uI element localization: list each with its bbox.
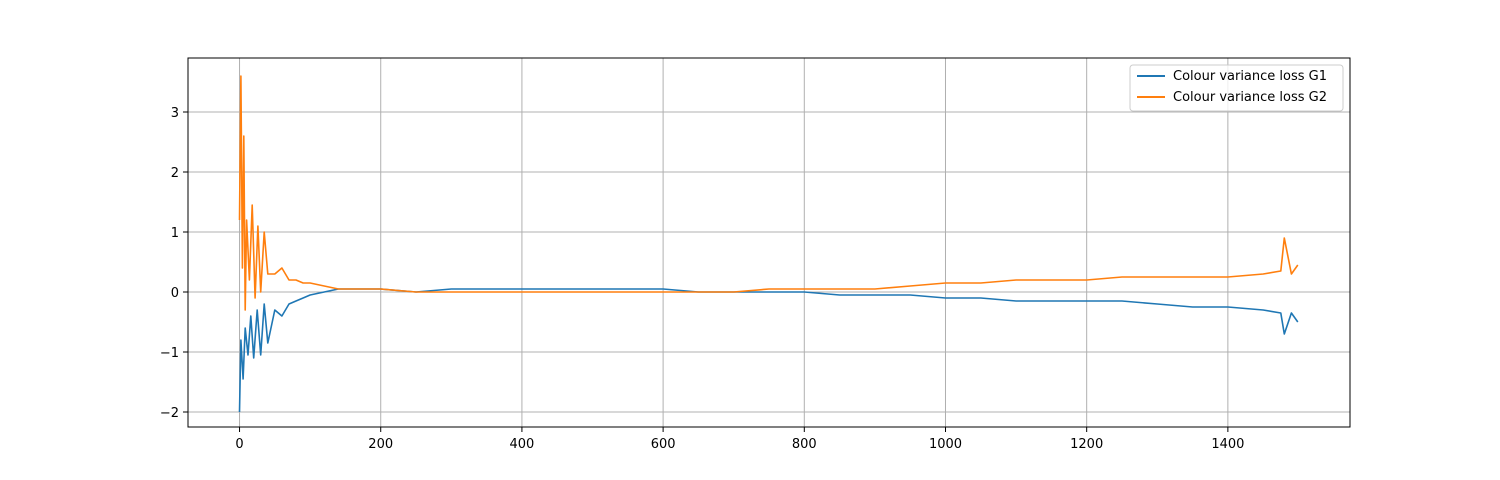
y-tick-label: 0 [171,286,179,301]
x-tick-label: 1200 [1070,437,1103,452]
x-tick-label: 200 [368,437,393,452]
y-axis: −2 −1 0 1 2 3 [160,106,188,421]
series-group [238,75,1299,413]
legend-label-g2: Colour variance loss G2 [1173,90,1327,105]
x-tick-label: 600 [651,437,676,452]
series-line-1 [238,288,1299,413]
x-tick-label: 800 [792,437,817,452]
legend: Colour variance loss G1 Colour variance … [1129,64,1344,112]
series-line-2 [238,75,1299,311]
y-tick-label: −1 [160,346,179,361]
x-axis: 0 200 400 600 800 1000 1200 1400 [235,427,1244,452]
y-tick-label: −2 [160,406,179,421]
grid-lines [188,58,1350,427]
x-tick-label: 400 [510,437,535,452]
y-tick-label: 3 [171,106,179,121]
x-tick-label: 0 [235,437,243,452]
y-tick-label: 1 [171,226,179,241]
axes-frame [187,57,1351,428]
x-tick-label: 1000 [929,437,962,452]
x-tick-label: 1400 [1211,437,1244,452]
legend-label-g1: Colour variance loss G1 [1173,69,1327,84]
y-tick-label: 2 [171,166,179,181]
legend-box [1129,64,1344,112]
